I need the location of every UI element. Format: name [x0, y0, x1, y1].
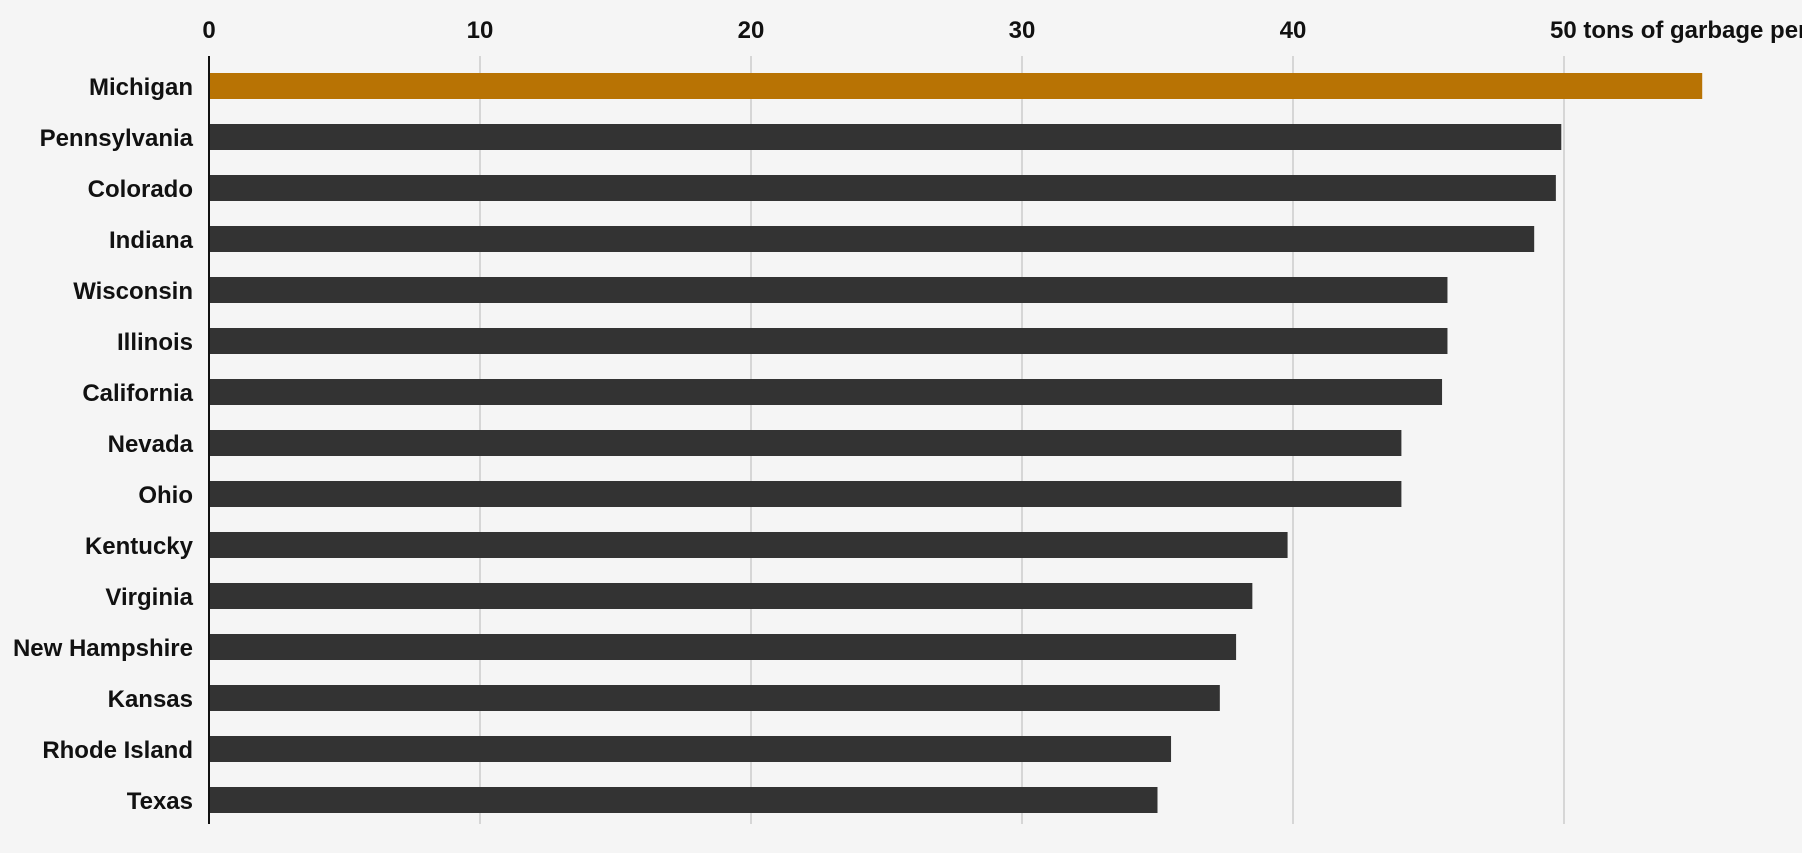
- bar-rhode-island: [209, 736, 1172, 762]
- bar-colorado: [209, 175, 1556, 201]
- bar-texas: [209, 787, 1158, 813]
- category-label-michigan: Michigan: [89, 74, 193, 101]
- category-label-texas: Texas: [127, 788, 193, 815]
- category-label-colorado: Colorado: [88, 176, 193, 203]
- bar-kansas: [209, 685, 1220, 711]
- bar-new-hampshire: [209, 634, 1237, 660]
- category-label-california: California: [82, 380, 193, 407]
- bar-illinois: [209, 328, 1448, 354]
- bars: [209, 73, 1703, 813]
- bar-indiana: [209, 226, 1535, 252]
- category-labels: Michigan Pennsylvania Colorado Indiana Wisco…: [13, 74, 194, 815]
- tick-label-50: 50 tons of garbage per capita: [1550, 17, 1802, 44]
- category-label-indiana: Indiana: [109, 227, 194, 254]
- category-label-pennsylvania: Pennsylvania: [40, 125, 194, 152]
- bar-wisconsin: [209, 277, 1448, 303]
- category-label-wisconsin: Wisconsin: [73, 278, 193, 305]
- tick-label-40: 40: [1280, 17, 1307, 44]
- category-label-new-hampshire: New Hampshire: [13, 635, 193, 662]
- tick-label-0: 0: [202, 17, 215, 44]
- category-label-kentucky: Kentucky: [85, 533, 194, 560]
- category-label-illinois: Illinois: [117, 329, 193, 356]
- category-label-ohio: Ohio: [138, 482, 193, 509]
- category-label-rhode-island: Rhode Island: [42, 737, 193, 764]
- bar-ohio: [209, 481, 1402, 507]
- bar-michigan: [209, 73, 1703, 99]
- tick-label-30: 30: [1009, 17, 1036, 44]
- bar-pennsylvania: [209, 124, 1562, 150]
- tick-label-20: 20: [738, 17, 765, 44]
- bar-virginia: [209, 583, 1253, 609]
- category-label-kansas: Kansas: [108, 686, 193, 713]
- category-label-virginia: Virginia: [105, 584, 193, 611]
- x-axis-ticks: 0 10 20 30 40 50 tons of garbage per capita: [202, 17, 1802, 44]
- bar-nevada: [209, 430, 1402, 456]
- bar-kentucky: [209, 532, 1288, 558]
- category-label-nevada: Nevada: [108, 431, 194, 458]
- tick-label-10: 10: [467, 17, 494, 44]
- bar-california: [209, 379, 1443, 405]
